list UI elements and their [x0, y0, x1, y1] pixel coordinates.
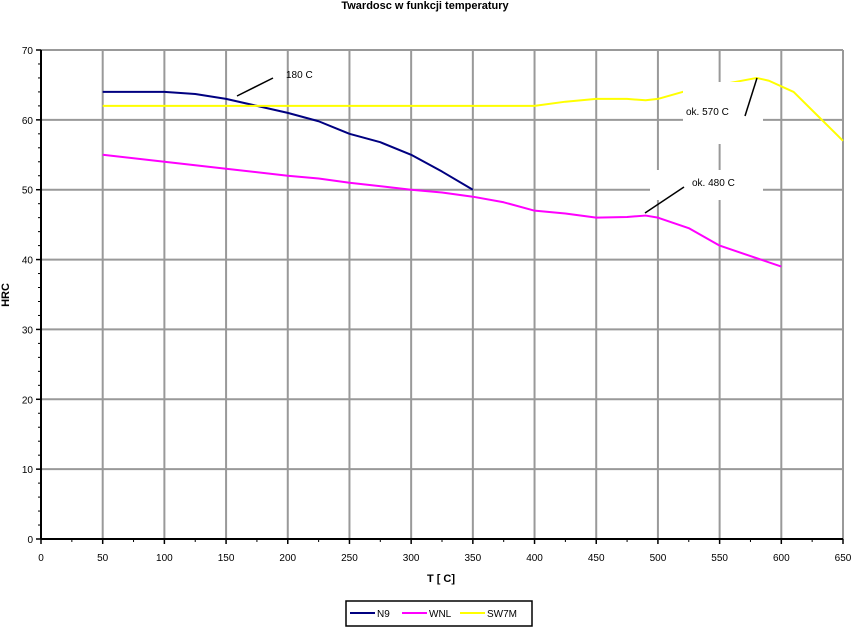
- x-tick-label: 500: [650, 553, 667, 564]
- y-axis-label: HRC: [0, 283, 12, 307]
- legend: N9 WNL SW7M: [345, 600, 533, 627]
- annotations: 180 C ok. 570 C ok. 480 C: [236, 70, 763, 214]
- x-tick-label: 300: [403, 553, 420, 564]
- x-tick-label: 50: [97, 553, 109, 564]
- series-line-sw7m: [102, 76, 844, 142]
- x-tick-label: 600: [773, 553, 790, 564]
- x-tick-label: 400: [526, 553, 543, 564]
- y-tick-label: 30: [22, 325, 34, 336]
- series-line-wnl: [102, 153, 782, 268]
- x-tick-label: 650: [835, 553, 852, 564]
- annotation-box-480: [650, 170, 763, 200]
- series-lines: [102, 76, 844, 268]
- y-tick-label: 60: [22, 116, 34, 127]
- x-tick-label: 0: [38, 553, 44, 564]
- y-tick-label: 70: [22, 46, 34, 57]
- series-line-n9: [102, 90, 474, 191]
- axes: 0 50 100 150 200 250 300 350 400 450 500 550 600 650 0…: [22, 46, 852, 564]
- annotation-leader-180: [236, 77, 274, 97]
- x-axis-label: T [ C]: [427, 573, 455, 585]
- x-tick-label: 450: [588, 553, 605, 564]
- y-tick-label: 50: [22, 186, 34, 197]
- x-tick-label: 150: [218, 553, 235, 564]
- legend-label-sw7m: SW7M: [487, 609, 517, 620]
- annotation-180: 180 C: [286, 70, 313, 81]
- x-tick-label: 350: [465, 553, 482, 564]
- x-tick-label: 550: [711, 553, 728, 564]
- legend-label-n9: N9: [377, 609, 390, 620]
- x-tick-label: 250: [341, 553, 358, 564]
- chart-title: Twardosc w funkcji temperatury: [341, 0, 509, 12]
- y-tick-label: 40: [22, 256, 34, 267]
- annotation-570: ok. 570 C: [686, 107, 729, 118]
- annotation-480: ok. 480 C: [692, 178, 735, 189]
- annotation-leader-480: [644, 186, 685, 214]
- annotation-leader-570: [744, 77, 758, 117]
- annotation-box-570: [683, 82, 763, 144]
- y-tick-label: 10: [22, 465, 34, 476]
- x-tick-label: 100: [156, 553, 173, 564]
- y-tick-label: 0: [27, 535, 33, 546]
- x-tick-label: 200: [279, 553, 296, 564]
- legend-label-wnl: WNL: [429, 609, 452, 620]
- y-tick-label: 20: [22, 395, 34, 406]
